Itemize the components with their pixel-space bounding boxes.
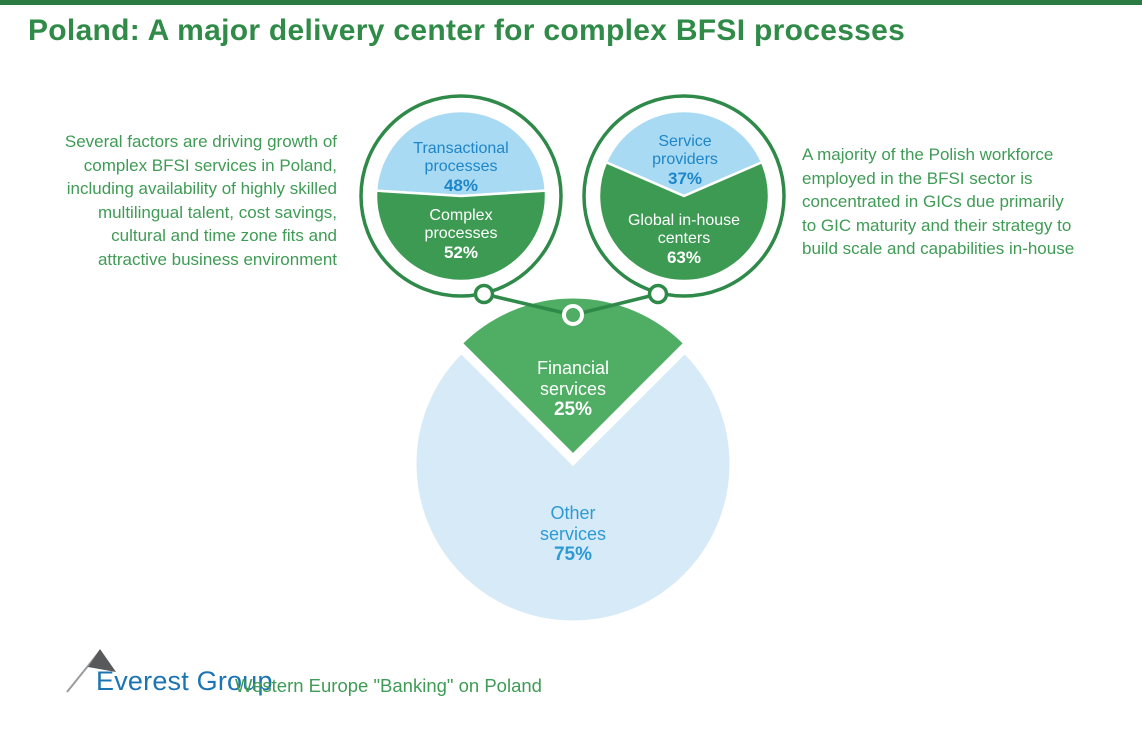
pie3-label-other: Other services 75% (540, 503, 606, 566)
pie2-label-gic: Global in-house centers 63% (628, 212, 740, 267)
left-note: Several factors are driving growth of co… (7, 130, 337, 271)
mountain-peak-icon (88, 649, 116, 672)
pie2-slice-global-in-house-centers (597, 160, 771, 283)
right-note-line: to GIC maturity and their strategy to (802, 215, 1072, 235)
everest-group-logo-text: Everest Group (96, 666, 273, 696)
pie3-financial-pct: 25% (553, 399, 593, 420)
pie3-slice-financial-services (459, 295, 687, 458)
pie2-service-line2: providers (652, 151, 718, 168)
left-note-line: attractive business environment (97, 249, 337, 269)
left-note-line: multilingual talent, cost savings, (97, 202, 337, 222)
outline-ring-left (359, 94, 563, 298)
top-accent-bar (0, 0, 1142, 5)
pie1-transactional-pct: 48% (443, 176, 479, 195)
pie2-service-line1: Service (658, 133, 712, 150)
pie2-slice-service-providers (604, 109, 764, 198)
connector-node-center (562, 304, 584, 326)
right-note: A majority of the Polish workforce emplo… (802, 143, 1127, 261)
pie1-complex-line1: Complex (429, 207, 493, 224)
outline-ring-right (582, 94, 786, 298)
right-note-line: employed in the BFSI sector is (802, 168, 1033, 188)
pie2-gic-line1: Global in-house (627, 212, 741, 229)
pie2-gic-pct: 63% (666, 248, 702, 267)
left-note-line: complex BFSI services in Poland, (83, 155, 337, 175)
right-note-line: build scale and capabilities in-house (802, 239, 1075, 258)
pie2-label-service-providers: Service providers 37% (652, 133, 718, 188)
left-note-line: Several factors are driving growth of (64, 132, 337, 151)
pie3-other-pct: 75% (553, 544, 593, 565)
left-note-line: including availability of highly skilled (66, 179, 337, 198)
pie2-service-pct: 37% (667, 169, 703, 188)
pie1-label-complex: Complex processes 52% (425, 207, 498, 262)
connector-line-left (483, 292, 574, 317)
pie1-complex-line2: processes (424, 225, 498, 242)
pie1-transactional-line1: Transactional (413, 140, 509, 157)
pie3-other-line2: services (539, 523, 607, 544)
pie1-slice-transactional-processes (374, 109, 548, 198)
pie1-complex-pct: 52% (443, 243, 479, 262)
right-note-line: concentrated in GICs due primarily (802, 192, 1064, 211)
connector-node-left (473, 283, 495, 305)
everest-group-logo-icon (66, 649, 116, 693)
pie3-financial-line2: services (539, 378, 607, 399)
pie2-gic-line2: centers (657, 230, 711, 247)
pie3-label-financial: Financial services 25% (537, 358, 609, 421)
pie3-financial-line1: Financial (536, 358, 610, 378)
left-note-line: cultural and time zone fits and (111, 226, 337, 245)
connector-node-right (647, 283, 669, 305)
pie1-transactional-line2: processes (424, 158, 498, 175)
footer-caption: Western Europe "Banking" on Poland (235, 675, 542, 696)
page-title: Poland: A major delivery center for comp… (28, 14, 906, 47)
right-note-line: A majority of the Polish workforce (802, 145, 1054, 164)
connector-line-right (572, 292, 659, 317)
pie3-other-line1: Other (550, 503, 596, 523)
pie3-slice-other-services (413, 350, 733, 624)
pie1-label-transactional: Transactional processes 48% (413, 140, 508, 195)
pie1-slice-complex-processes (374, 189, 548, 283)
